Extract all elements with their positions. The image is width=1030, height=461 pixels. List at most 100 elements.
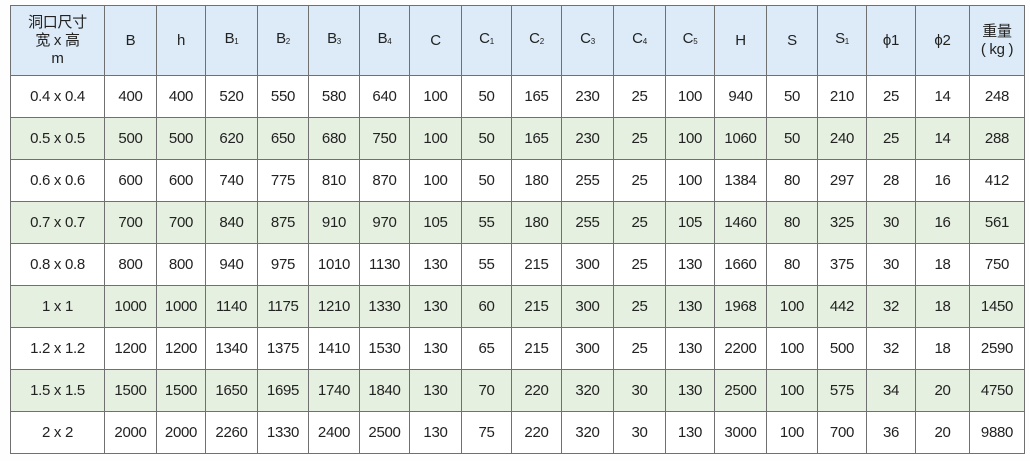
column-header: C: [409, 5, 462, 76]
table-row: 0.5 x 0.5 500 500 620 650 680 750 100 50 165 230 25…: [10, 117, 1025, 160]
header-label: C: [580, 30, 591, 47]
column-header: C2: [511, 5, 562, 76]
table-cell: 2500: [714, 369, 767, 412]
header-label: ϕ2: [934, 31, 951, 49]
header-label: C: [479, 30, 490, 47]
table-cell: 1210: [308, 285, 360, 328]
column-header: B4: [359, 5, 410, 76]
table-cell: 1460: [714, 201, 767, 244]
table-cell: 20: [915, 369, 970, 412]
table-cell: 550: [257, 75, 309, 118]
opening-size-cell: 0.6 x 0.6: [10, 159, 105, 202]
table-cell: 50: [766, 75, 818, 118]
table-cell: 2260: [205, 411, 258, 454]
table-cell: 100: [766, 369, 818, 412]
table-cell: 50: [461, 75, 512, 118]
table-cell: 20: [915, 411, 970, 454]
table-cell: 970: [359, 201, 410, 244]
header-subscript: 4: [642, 37, 647, 46]
table-cell: 2500: [359, 411, 410, 454]
opening-size-cell: 1 x 1: [10, 285, 105, 328]
table-cell: 300: [561, 327, 614, 370]
table-cell: 750: [969, 243, 1025, 286]
table-cell: 130: [665, 243, 715, 286]
header-label: C: [632, 30, 643, 47]
header-label: C: [529, 30, 540, 47]
table-cell: 25: [613, 327, 666, 370]
table-cell: 1330: [257, 411, 309, 454]
table-cell: 34: [866, 369, 916, 412]
table-cell: 940: [714, 75, 767, 118]
table-cell: 18: [915, 327, 970, 370]
table-cell: 50: [461, 159, 512, 202]
header-label: B: [377, 30, 388, 47]
table-cell: 180: [511, 201, 562, 244]
table-row: 0.6 x 0.6 600 600 740 775 810 870 100 50 180 255 25…: [10, 159, 1025, 202]
column-header: B1: [205, 5, 258, 76]
table-cell: 105: [665, 201, 715, 244]
table-cell: 255: [561, 159, 614, 202]
table-cell: 2200: [714, 327, 767, 370]
column-header: C5: [665, 5, 715, 76]
header-label: S: [787, 31, 797, 49]
table-cell: 130: [409, 285, 462, 328]
header-label: 重量: [982, 22, 1012, 40]
table-cell: 1330: [359, 285, 410, 328]
table-cell: 412: [969, 159, 1025, 202]
header-subscript: 5: [693, 37, 698, 46]
table-cell: 1450: [969, 285, 1025, 328]
table-cell: 100: [665, 117, 715, 160]
column-header: B: [104, 5, 157, 76]
table-cell: 240: [817, 117, 867, 160]
table-cell: 25: [613, 159, 666, 202]
table-cell: 18: [915, 285, 970, 328]
header-subscript: 1: [844, 37, 849, 46]
table-cell: 740: [205, 159, 258, 202]
table-cell: 1500: [104, 369, 157, 412]
table-cell: 30: [866, 201, 916, 244]
table-cell: 1140: [205, 285, 258, 328]
table-cell: 25: [613, 285, 666, 328]
table-cell: 14: [915, 75, 970, 118]
table-cell: 1200: [104, 327, 157, 370]
table-cell: 297: [817, 159, 867, 202]
header-label: B: [276, 30, 286, 47]
table-cell: 105: [409, 201, 462, 244]
table-row: 0.4 x 0.4 400 400 520 550 580 640 100 50 165 230 25…: [10, 75, 1025, 118]
table-cell: 910: [308, 201, 360, 244]
header-label: ( kg ): [980, 40, 1014, 58]
header-subscript: 4: [387, 37, 392, 46]
table-row: 2 x 2 2000 2000 2260 1330 2400 2500 130 75 220 320…: [10, 411, 1025, 454]
header-label: B: [125, 31, 136, 49]
table-cell: 248: [969, 75, 1025, 118]
table-cell: 130: [665, 411, 715, 454]
table-cell: 1175: [257, 285, 309, 328]
table-cell: 2590: [969, 327, 1025, 370]
table-cell: 2400: [308, 411, 360, 454]
header-label: S: [835, 30, 845, 47]
table-cell: 700: [104, 201, 157, 244]
table-cell: 100: [766, 327, 818, 370]
table-cell: 50: [461, 117, 512, 160]
table-cell: 130: [409, 411, 462, 454]
header-label: h: [176, 31, 186, 49]
table-cell: 65: [461, 327, 512, 370]
table-cell: 130: [409, 327, 462, 370]
column-header: S: [766, 5, 818, 76]
table-cell: 1060: [714, 117, 767, 160]
table-cell: 810: [308, 159, 360, 202]
table-cell: 561: [969, 201, 1025, 244]
table-cell: 9880: [969, 411, 1025, 454]
table-cell: 25: [613, 117, 666, 160]
table-cell: 1840: [359, 369, 410, 412]
table-cell: 650: [257, 117, 309, 160]
table-cell: 25: [613, 243, 666, 286]
table-cell: 60: [461, 285, 512, 328]
table-cell: 32: [866, 285, 916, 328]
table-cell: 255: [561, 201, 614, 244]
table-cell: 80: [766, 243, 818, 286]
table-cell: 300: [561, 285, 614, 328]
column-header: C3: [561, 5, 614, 76]
